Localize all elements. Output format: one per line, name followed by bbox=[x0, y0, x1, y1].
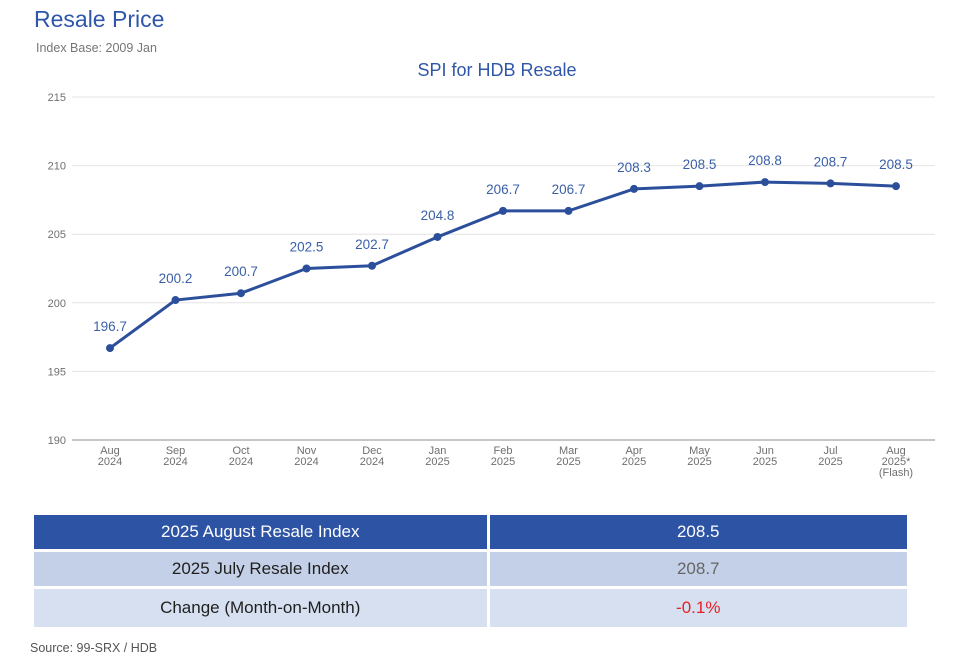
data-label: 206.7 bbox=[552, 182, 586, 197]
row-value: 208.7 bbox=[488, 550, 907, 589]
y-tick-label: 215 bbox=[48, 92, 66, 104]
x-tick-label: Jun 2025 bbox=[753, 445, 777, 468]
y-tick-label: 190 bbox=[48, 435, 66, 447]
y-tick-label: 195 bbox=[48, 366, 66, 378]
data-point bbox=[761, 178, 769, 187]
x-tick-label: May 2025 bbox=[687, 445, 711, 468]
x-axis-ticks: Aug 2024 Sep 2024 Oct 2024 Nov 2024 Dec 2024 Jan 20… bbox=[98, 445, 913, 479]
data-label: 200.2 bbox=[159, 271, 193, 286]
data-point bbox=[630, 184, 638, 193]
data-point bbox=[499, 206, 507, 215]
x-tick-label: Feb 2025 bbox=[491, 445, 515, 468]
change-value: -0.1% bbox=[488, 587, 907, 630]
data-label: 202.5 bbox=[290, 240, 324, 255]
summary-table: 2025 August Resale Index 208.5 2025 July… bbox=[34, 515, 907, 630]
data-label: 202.7 bbox=[355, 237, 389, 252]
data-label: 206.7 bbox=[486, 182, 520, 197]
x-tick-label: Dec 2024 bbox=[360, 445, 384, 468]
data-point bbox=[695, 182, 704, 191]
data-point bbox=[826, 179, 835, 188]
data-point bbox=[433, 232, 442, 241]
data-label: 204.8 bbox=[421, 208, 455, 223]
x-tick-label: Jan 2025 bbox=[425, 445, 449, 468]
data-point bbox=[368, 261, 376, 270]
data-point bbox=[106, 344, 114, 353]
x-tick-label: Aug 2024 bbox=[98, 445, 122, 468]
y-tick-label: 200 bbox=[48, 298, 66, 310]
data-label: 208.5 bbox=[683, 157, 717, 172]
data-label: 200.7 bbox=[224, 264, 258, 279]
x-tick-label: Sep 2024 bbox=[163, 445, 187, 468]
gridlines bbox=[72, 96, 935, 441]
series-group bbox=[106, 178, 900, 353]
x-tick-label: Oct 2024 bbox=[229, 445, 253, 468]
data-label: 208.3 bbox=[617, 160, 651, 175]
x-tick-label: Jul 2025 bbox=[818, 445, 842, 468]
data-point bbox=[237, 289, 245, 298]
data-label: 196.7 bbox=[93, 319, 127, 334]
data-label: 208.5 bbox=[879, 157, 913, 172]
chart-title: SPI for HDB Resale bbox=[417, 60, 576, 80]
page-subtitle: Index Base: 2009 Jan bbox=[36, 41, 157, 55]
data-label: 208.7 bbox=[814, 154, 848, 169]
data-point bbox=[171, 296, 180, 305]
data-point bbox=[892, 182, 900, 191]
y-axis-ticks: 190 195 200 205 210 215 bbox=[48, 92, 66, 447]
data-point bbox=[564, 206, 573, 215]
x-tick-label: Mar 2025 bbox=[556, 445, 580, 468]
page-title: Resale Price bbox=[34, 6, 165, 32]
data-labels: 196.7 200.2 200.7 202.5 202.7 204.8 206.7 206.7… bbox=[93, 153, 913, 334]
table-row: 2025 August Resale Index 208.5 bbox=[34, 515, 907, 552]
row-label: Change (Month-on-Month) bbox=[34, 587, 490, 630]
y-tick-label: 210 bbox=[48, 161, 66, 173]
y-tick-label: 205 bbox=[48, 229, 66, 241]
row-label: 2025 August Resale Index bbox=[34, 515, 490, 552]
x-tick-label: Nov 2024 bbox=[294, 445, 318, 468]
x-tick-label: Aug 2025* (Flash) bbox=[879, 445, 913, 479]
line-chart: SPI for HDB Resale 190 195 200 205 210 215 Au… bbox=[48, 60, 935, 479]
data-point bbox=[302, 264, 311, 273]
table-row: Change (Month-on-Month) -0.1% bbox=[34, 587, 907, 630]
table-row: 2025 July Resale Index 208.7 bbox=[34, 550, 907, 589]
data-label: 208.8 bbox=[748, 153, 782, 168]
x-tick-label: Apr 2025 bbox=[622, 445, 646, 468]
row-label: 2025 July Resale Index bbox=[34, 550, 490, 589]
source-note: Source: 99-SRX / HDB bbox=[30, 641, 158, 655]
row-value: 208.5 bbox=[488, 515, 907, 552]
